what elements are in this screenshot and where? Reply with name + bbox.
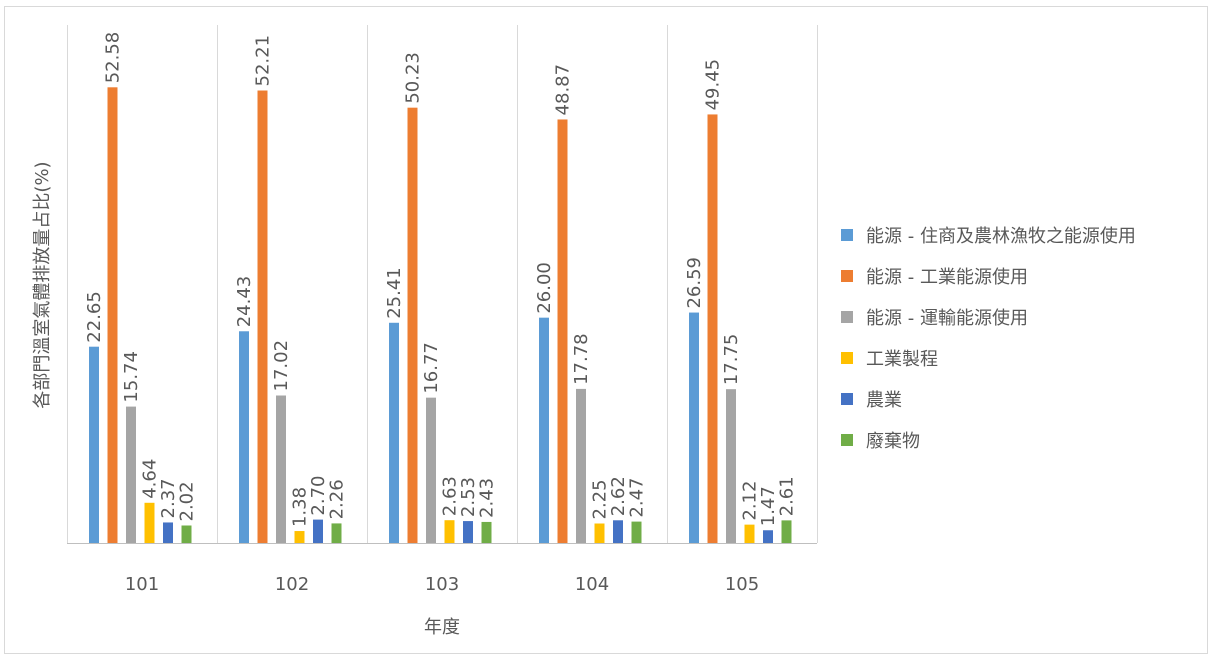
legend-label: 農業 [866,390,902,411]
bar [613,520,623,543]
legend-swatch [841,270,853,282]
legend-swatch [841,434,853,446]
data-label: 17.02 [271,340,292,392]
data-label: 2.02 [177,481,198,521]
bar [707,114,718,543]
bar [463,521,473,543]
data-label: 1.47 [758,486,779,526]
data-label: 2.62 [608,476,629,516]
y-axis-title: 各部門溫室氣體排放量占比(%) [32,161,53,408]
chart-frame [4,6,1208,654]
bar [781,520,792,543]
x-tick-label: 101 [125,574,159,595]
bar [276,395,286,543]
bar [557,119,568,544]
bar [444,520,455,543]
x-tick-labels: 101 102 103 104 105 [125,574,759,595]
x-tick-label: 104 [575,574,609,595]
bar [107,87,118,543]
bar [294,531,305,543]
bars-group [89,87,792,544]
bar [481,521,492,543]
bar [744,524,755,543]
data-label: 2.12 [740,481,761,521]
data-label: 50.23 [403,52,424,104]
data-label: 2.37 [158,478,179,518]
bar [631,521,642,543]
x-tick-label: 103 [425,574,459,595]
bar [576,388,586,543]
legend-label: 工業製程 [866,349,938,370]
bar [257,90,268,543]
bar [181,525,192,543]
legend-label: 廢棄物 [866,431,920,452]
data-label: 2.26 [327,479,348,519]
legend-label: 能源 - 運輸能源使用 [866,308,1028,329]
data-label: 25.41 [384,267,405,319]
bar [689,312,699,543]
value-labels-group: 22.65 52.58 15.74 4.642.372.02 24.43 52.21 17.… [84,32,798,527]
legend-swatch [841,393,853,405]
data-label: 52.21 [253,35,274,87]
bar [89,346,99,543]
data-label: 52.58 [103,32,124,84]
x-axis-title: 年度 [424,617,460,638]
bar [126,406,136,543]
data-label: 2.61 [777,476,798,516]
legend-swatch [841,311,853,323]
data-label: 2.25 [590,479,611,519]
bar [594,523,605,543]
data-label: 24.43 [234,276,255,328]
data-label: 2.70 [308,476,329,516]
x-tick-label: 105 [725,574,759,595]
data-label: 22.65 [84,291,105,343]
data-label: 26.00 [534,262,555,314]
x-tick-label: 102 [275,574,309,595]
bar [239,331,249,543]
bar [331,523,342,543]
bar [389,322,399,543]
data-label: 49.45 [703,59,724,111]
data-label: 2.43 [477,478,498,518]
bar [539,317,549,543]
legend-label: 能源 - 住商及農林漁牧之能源使用 [866,226,1136,247]
legend-swatch [841,229,853,241]
data-label: 48.87 [553,64,574,116]
data-label: 1.38 [290,487,311,527]
category-separators [67,25,818,543]
bar [163,522,173,543]
data-label: 16.77 [421,342,442,394]
legend-label: 能源 - 工業能源使用 [866,267,1028,288]
bar [407,107,418,543]
bar [426,397,436,543]
bar [726,389,736,543]
bar [313,519,323,543]
data-label: 17.75 [721,334,742,386]
data-label: 2.47 [627,478,648,518]
data-label: 2.53 [458,477,479,517]
data-label: 4.64 [140,459,161,499]
data-label: 26.59 [684,257,705,309]
bar [763,530,773,543]
data-label: 15.74 [121,351,142,403]
data-label: 2.63 [440,476,461,516]
bar [144,502,155,543]
legend-swatch [841,352,853,364]
data-label: 17.78 [571,333,592,385]
